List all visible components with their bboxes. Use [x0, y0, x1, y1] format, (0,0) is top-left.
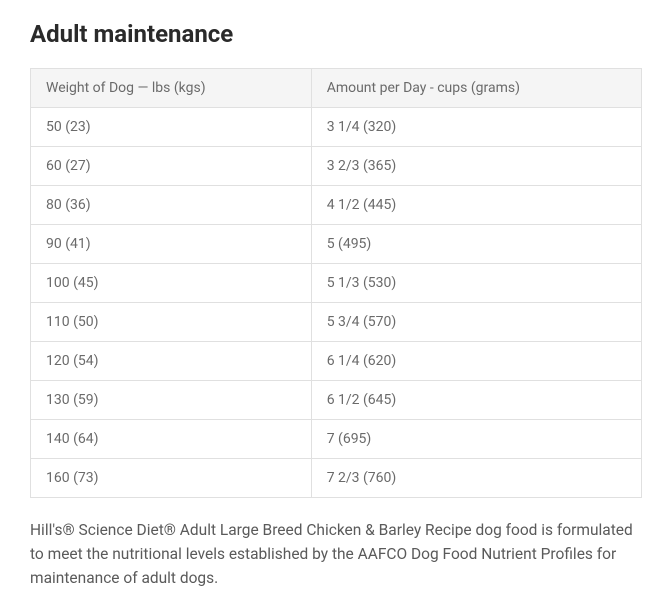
- table-row: 110 (50) 5 3/4 (570): [31, 303, 642, 342]
- table-row: 160 (73) 7 2/3 (760): [31, 459, 642, 498]
- amount-cell: 7 (695): [311, 420, 641, 459]
- amount-cell: 4 1/2 (445): [311, 186, 641, 225]
- weight-cell: 60 (27): [31, 147, 312, 186]
- table-row: 50 (23) 3 1/4 (320): [31, 108, 642, 147]
- table-row: 120 (54) 6 1/4 (620): [31, 342, 642, 381]
- amount-cell: 6 1/4 (620): [311, 342, 641, 381]
- weight-cell: 120 (54): [31, 342, 312, 381]
- weight-cell: 140 (64): [31, 420, 312, 459]
- weight-cell: 110 (50): [31, 303, 312, 342]
- weight-cell: 130 (59): [31, 381, 312, 420]
- weight-cell: 90 (41): [31, 225, 312, 264]
- amount-cell: 6 1/2 (645): [311, 381, 641, 420]
- table-row: 90 (41) 5 (495): [31, 225, 642, 264]
- table-row: 140 (64) 7 (695): [31, 420, 642, 459]
- product-description: Hill's® Science Diet® Adult Large Breed …: [30, 518, 642, 590]
- table-row: 100 (45) 5 1/3 (530): [31, 264, 642, 303]
- table-row: 130 (59) 6 1/2 (645): [31, 381, 642, 420]
- amount-cell: 3 2/3 (365): [311, 147, 641, 186]
- weight-cell: 100 (45): [31, 264, 312, 303]
- table-header-row: Weight of Dog — lbs (kgs) Amount per Day…: [31, 69, 642, 108]
- feeding-table: Weight of Dog — lbs (kgs) Amount per Day…: [30, 68, 642, 498]
- weight-cell: 80 (36): [31, 186, 312, 225]
- amount-cell: 5 3/4 (570): [311, 303, 641, 342]
- weight-cell: 160 (73): [31, 459, 312, 498]
- amount-cell: 5 1/3 (530): [311, 264, 641, 303]
- table-row: 80 (36) 4 1/2 (445): [31, 186, 642, 225]
- column-header-amount: Amount per Day - cups (grams): [311, 69, 641, 108]
- amount-cell: 7 2/3 (760): [311, 459, 641, 498]
- table-row: 60 (27) 3 2/3 (365): [31, 147, 642, 186]
- amount-cell: 5 (495): [311, 225, 641, 264]
- amount-cell: 3 1/4 (320): [311, 108, 641, 147]
- weight-cell: 50 (23): [31, 108, 312, 147]
- column-header-weight: Weight of Dog — lbs (kgs): [31, 69, 312, 108]
- page-title: Adult maintenance: [30, 20, 642, 48]
